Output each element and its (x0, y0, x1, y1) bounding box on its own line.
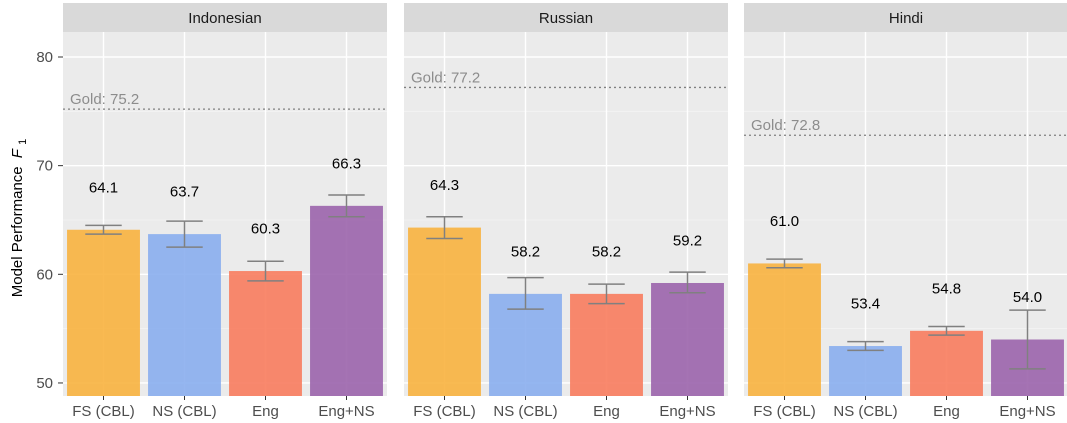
panels: Indonesian Gold: 75.2 64.1 63.7 60.3 66.3 FS (… (63, 3, 1067, 420)
bar-eng+ns (651, 282, 724, 396)
x-tick-label: NS (CBL) (833, 403, 897, 420)
y-tick-label: 80 (36, 49, 53, 66)
panel-indonesian: Indonesian Gold: 75.2 64.1 63.7 60.3 66.3 FS (… (63, 3, 387, 420)
panel-strip (63, 3, 387, 32)
gold-label: Gold: 75.2 (70, 91, 139, 108)
bar-ns-cbl- (489, 293, 562, 396)
bar-eng (910, 330, 983, 396)
data-label: 54.8 (932, 280, 961, 297)
bar-fs-cbl- (408, 227, 481, 396)
x-tick-label: Eng+NS (999, 403, 1055, 420)
x-tick-label: NS (CBL) (493, 403, 557, 420)
y-tick-label: 70 (36, 158, 53, 175)
x-tick-label: Eng (933, 403, 960, 420)
x-tick-label: Eng (252, 403, 279, 420)
panel-strip (744, 3, 1067, 32)
x-tick-label: Eng+NS (659, 403, 715, 420)
y-axis-label-text: Model Performance (9, 166, 26, 297)
data-label: 60.3 (251, 221, 280, 238)
data-label: 58.2 (511, 243, 540, 260)
data-label: 63.7 (170, 184, 199, 201)
data-label: 64.3 (430, 177, 459, 194)
panel-title: Hindi (889, 10, 923, 27)
panel-title: Russian (539, 10, 593, 27)
data-label: 58.2 (592, 243, 621, 260)
data-label: 66.3 (332, 155, 361, 172)
data-label: 53.4 (851, 296, 880, 313)
bar-fs-cbl- (67, 229, 140, 396)
x-tick-label: FS (CBL) (753, 403, 816, 420)
bar-ns-cbl- (829, 346, 902, 396)
data-label: 61.0 (770, 213, 799, 230)
bar-fs-cbl- (748, 263, 821, 396)
y-tick-label: 50 (36, 375, 53, 392)
y-axis-label-subscript: 1 (17, 139, 29, 145)
panel-title: Indonesian (188, 10, 261, 27)
y-axis: 50 60 70 80 (36, 49, 63, 392)
panel-strip (404, 3, 728, 32)
bar-eng (570, 293, 643, 396)
bar-eng+ns (310, 205, 383, 396)
y-axis-label: Model Performance F 1 (9, 139, 29, 298)
data-label: 64.1 (89, 179, 118, 196)
x-tick-label: NS (CBL) (152, 403, 216, 420)
panel-hindi: Hindi Gold: 72.8 61.0 53.4 54.8 54.0 FS (CBL) N… (744, 3, 1067, 420)
bar-eng (229, 271, 302, 396)
panel-russian: Russian Gold: 77.2 64.3 58.2 58.2 59.2 FS (CBL… (404, 3, 728, 420)
gold-label: Gold: 77.2 (411, 69, 480, 86)
x-tick-label: Eng (593, 403, 620, 420)
x-tick-label: Eng+NS (318, 403, 374, 420)
data-label: 59.2 (673, 233, 702, 250)
gold-label: Gold: 72.8 (751, 117, 820, 134)
x-tick-label: FS (CBL) (413, 403, 476, 420)
x-tick-label: FS (CBL) (72, 403, 135, 420)
y-tick-label: 60 (36, 266, 53, 283)
y-axis-label-f: F (9, 148, 26, 158)
data-label: 54.0 (1013, 289, 1042, 306)
bar-ns-cbl- (148, 234, 221, 396)
